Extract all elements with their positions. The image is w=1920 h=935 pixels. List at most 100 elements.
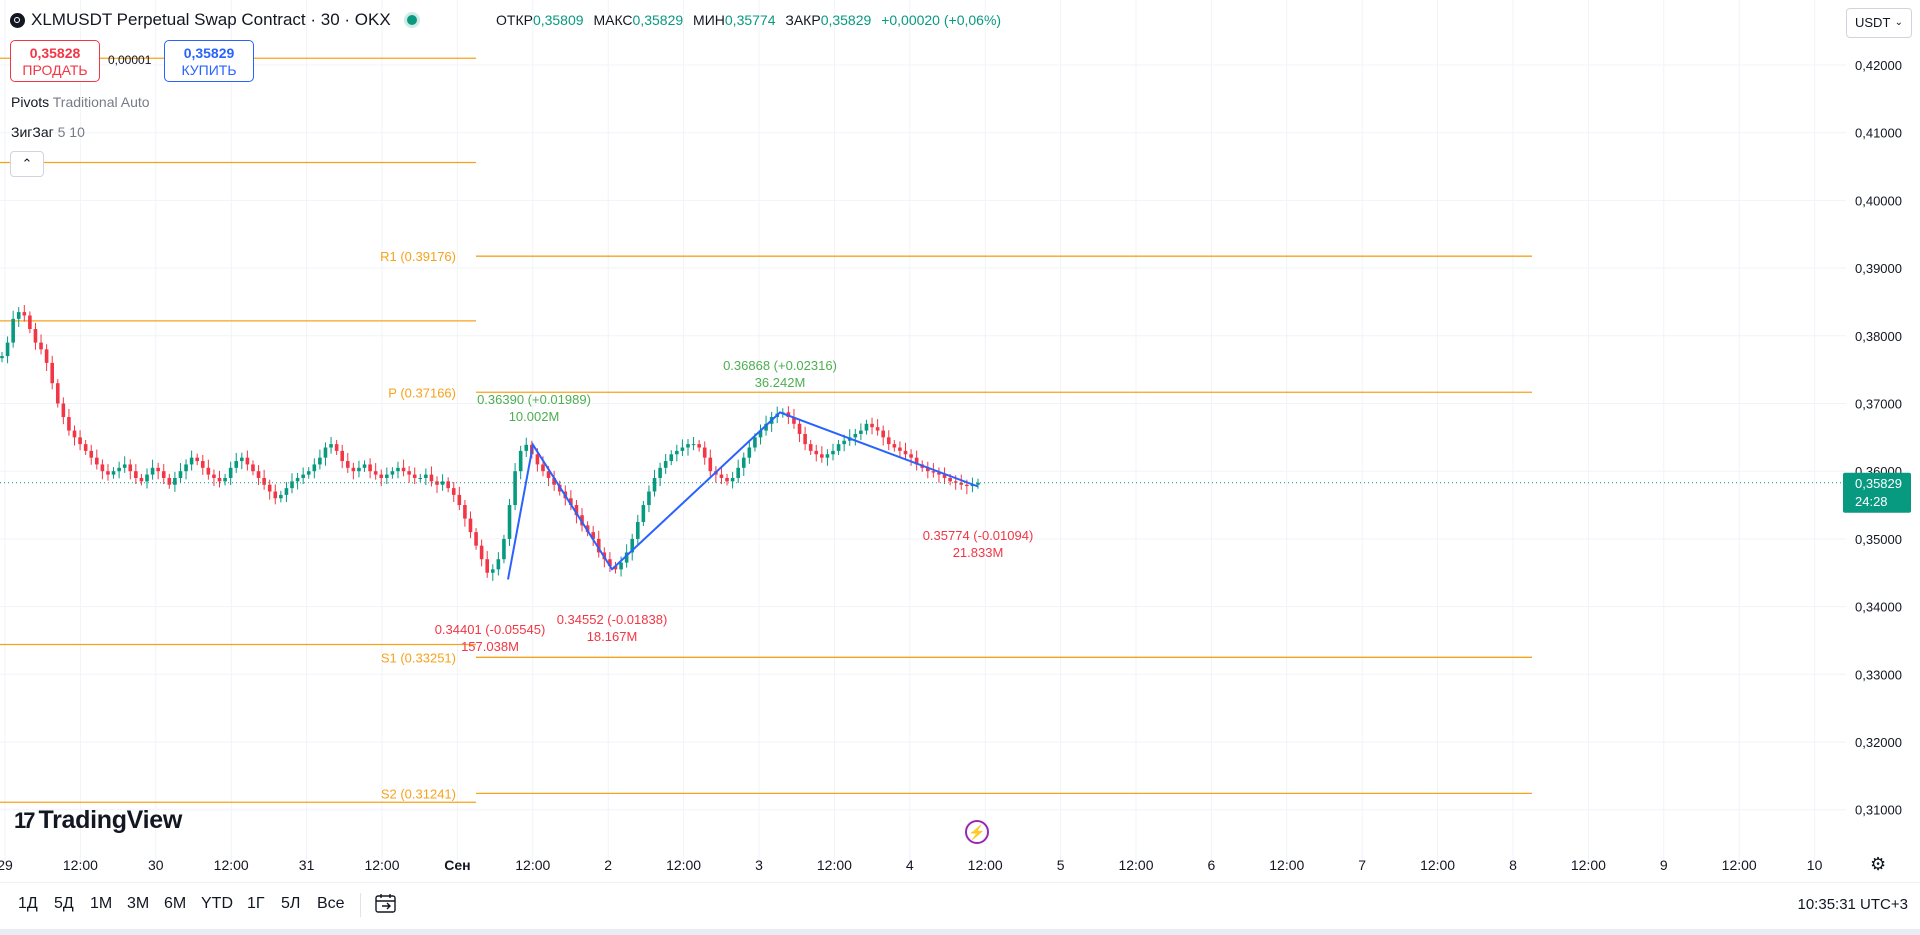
candle-body — [435, 481, 439, 485]
candle-body — [223, 477, 227, 482]
price-tick-label: 0,38000 — [1855, 329, 1902, 344]
time-tick-label: 12:00 — [817, 857, 852, 873]
zigzag-price-label: 0.34401 (-0.05545) — [435, 622, 546, 637]
timeframe-1y[interactable]: 1Г — [247, 895, 265, 912]
time-tick-label: 4 — [906, 857, 914, 873]
candle-body — [267, 484, 272, 492]
candle-body — [490, 569, 495, 573]
tradingview-logo[interactable]: 17 TradingView — [14, 806, 182, 835]
candle-body — [50, 362, 54, 384]
price-tick-label: 0,39000 — [1855, 261, 1902, 276]
timeframe-all[interactable]: Все — [317, 895, 345, 912]
candle-body — [28, 315, 32, 330]
candle-body — [574, 505, 579, 516]
open-label: ОТКР — [496, 12, 533, 28]
indicator-pivots[interactable]: Pivots Traditional Auto — [11, 94, 150, 110]
candle-body — [111, 471, 116, 475]
candle-body — [156, 467, 160, 472]
candle-body — [279, 494, 283, 499]
candle-body — [167, 477, 172, 485]
timeframe-3m[interactable]: 3М — [127, 895, 150, 912]
time-tick-label: 12:00 — [1420, 857, 1455, 873]
sell-button[interactable]: 0,35828 ПРОДАТЬ — [10, 40, 100, 82]
candle-body — [730, 477, 735, 482]
collapse-chevron-icon: ⌃ — [21, 156, 33, 171]
candle-body — [329, 444, 333, 448]
indicator-zigzag[interactable]: ЗигЗаг 5 10 — [11, 124, 85, 140]
timeframe-5d[interactable]: 5Д — [54, 895, 74, 912]
indicator-settings: 5 10 — [57, 124, 85, 140]
candle-body — [976, 482, 980, 485]
last-price-box — [1843, 472, 1911, 513]
last-price-label: 0,35829 — [1855, 476, 1902, 491]
candle-body — [864, 423, 869, 431]
candle-body — [959, 482, 964, 485]
time-tick-label: 12:00 — [364, 857, 399, 873]
indicator-settings: Traditional Auto — [52, 94, 150, 110]
candle-body — [697, 444, 701, 448]
candle-body — [463, 505, 467, 519]
candle-body — [652, 477, 657, 492]
zigzag-volume-label: 157.038M — [461, 639, 519, 654]
candle-body — [635, 521, 640, 539]
spread-value: 0,00001 — [108, 53, 152, 67]
time-tick-label: 9 — [1660, 857, 1668, 873]
candle-body — [619, 562, 623, 570]
clock[interactable]: 10:35:31 UTC+3 — [1797, 896, 1909, 913]
price-tick-label: 0,37000 — [1855, 397, 1902, 412]
time-tick-label: 8 — [1509, 857, 1517, 873]
chart-canvas[interactable]: R2 (0.43091)R1 (0.39176)P (0.37166)S1 (0… — [0, 0, 1920, 883]
date-range-icon[interactable] — [374, 893, 398, 915]
candle-body — [485, 559, 490, 573]
candle-body — [33, 329, 38, 343]
candle-body — [44, 349, 49, 363]
candle-body — [429, 474, 434, 482]
indicator-name: Pivots — [11, 94, 50, 110]
timeframe-1m[interactable]: 1М — [90, 895, 113, 912]
candle-body — [513, 471, 517, 506]
time-tick-label: 12:00 — [968, 857, 1003, 873]
candle-body — [663, 461, 668, 468]
collapse-legend-button[interactable]: ⌃ — [10, 151, 44, 177]
time-tick-label: 12:00 — [666, 857, 701, 873]
candle-body — [83, 444, 88, 451]
candle-body — [195, 457, 199, 462]
currency-select[interactable]: USDT ⌄ — [1846, 8, 1912, 38]
currency-chevron-icon: ⌄ — [1894, 17, 1903, 28]
candle-body — [217, 477, 222, 482]
candle-body — [741, 457, 746, 468]
timeframe-ytd[interactable]: YTD — [201, 895, 233, 912]
candle-body — [55, 383, 60, 404]
time-tick-label: 31 — [299, 857, 315, 873]
lightning-icon[interactable]: ⚡ — [965, 820, 989, 844]
candle-body — [758, 430, 763, 438]
settings-gear-icon[interactable]: ⚙ — [1870, 854, 1887, 874]
candle-body — [792, 417, 796, 424]
candle-body — [569, 498, 573, 506]
candle-body — [145, 474, 149, 482]
timeframe-6m[interactable]: 6М — [164, 895, 187, 912]
candle-body — [591, 532, 595, 539]
buy-button[interactable]: 0,35829 КУПИТЬ — [164, 40, 254, 82]
timeframe-5y[interactable]: 5Л — [281, 895, 301, 912]
pivot-label-s2: S2 (0.31241) — [381, 786, 456, 801]
candle-body — [446, 481, 450, 489]
candle-body — [39, 342, 43, 350]
candle-body — [820, 454, 824, 458]
candle-body — [831, 450, 835, 455]
candle-body — [139, 477, 144, 482]
symbol-title[interactable]: XLMUSDT Perpetual Swap Contract · 30 · O… — [10, 10, 417, 30]
zigzag-price-label: 0.35774 (-0.01094) — [923, 528, 1034, 543]
candle-body — [468, 518, 473, 533]
candle-body — [552, 477, 556, 485]
candle-body — [0, 356, 4, 359]
candle-body — [100, 464, 105, 472]
candle-body — [318, 457, 322, 465]
candle-body — [686, 444, 690, 448]
price-tick-label: 0,33000 — [1855, 667, 1902, 682]
timeframe-1d[interactable]: 1Д — [18, 895, 38, 912]
candle-body — [273, 491, 278, 499]
candle-body — [61, 403, 66, 418]
candle-body — [541, 464, 545, 472]
candle-body — [262, 477, 266, 485]
